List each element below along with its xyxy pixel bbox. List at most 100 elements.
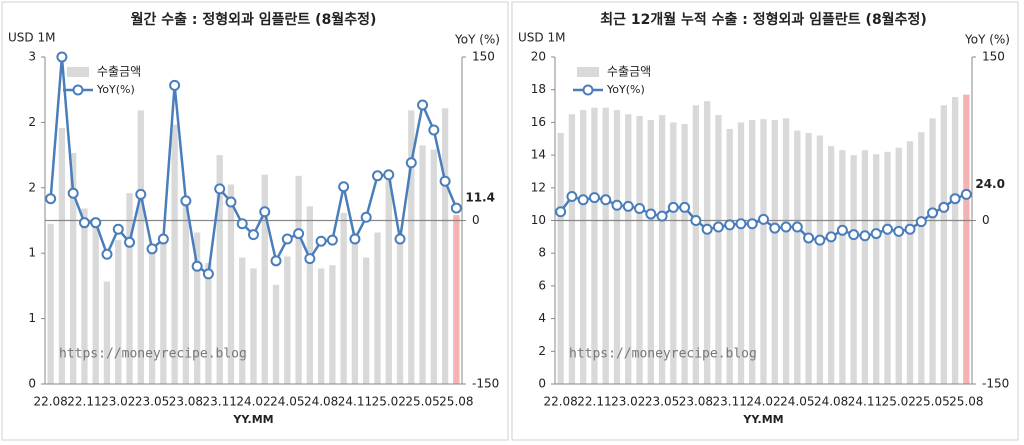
line-marker <box>450 202 462 214</box>
bar <box>557 133 564 384</box>
bar <box>295 175 302 384</box>
line-marker <box>949 193 961 205</box>
bar <box>726 128 733 384</box>
y2-tick-label: -150 <box>982 377 1009 391</box>
bar <box>703 101 711 385</box>
line-marker <box>78 217 90 229</box>
bar <box>591 107 598 384</box>
line-marker <box>417 99 429 111</box>
line-marker <box>566 191 578 203</box>
bar <box>419 145 426 384</box>
line-marker <box>202 268 214 280</box>
line-marker <box>622 200 634 212</box>
y-tick-label: 8 <box>538 246 546 260</box>
y2-tick-label: 150 <box>472 50 495 64</box>
y-tick-label: 6 <box>538 278 546 292</box>
line-marker <box>690 215 702 226</box>
bar <box>81 208 88 384</box>
bar <box>805 133 812 384</box>
x-tick-label: 23.02 <box>101 395 135 409</box>
line-marker <box>146 243 158 255</box>
line-marker <box>225 196 237 208</box>
line-marker <box>814 234 826 246</box>
bar <box>453 215 460 384</box>
x-tick-label: 23.08 <box>679 395 713 409</box>
line-marker <box>927 207 939 219</box>
bar <box>92 221 99 384</box>
y-tick-label: 14 <box>531 148 546 162</box>
line-marker <box>904 223 916 235</box>
bar <box>670 122 677 385</box>
bar <box>568 114 576 384</box>
legend-label: YoY(%) <box>606 83 645 96</box>
line-marker <box>577 194 589 206</box>
y-tick-label: 20 <box>531 50 546 64</box>
x-tick-label: 24.05 <box>270 395 304 409</box>
bar <box>363 257 370 384</box>
line-marker <box>405 157 417 169</box>
line-marker <box>124 236 136 248</box>
line-marker <box>600 194 612 206</box>
bar <box>340 212 347 384</box>
x-tick-label: 24.02 <box>746 395 780 409</box>
x-tick-label: 25.08 <box>439 395 473 409</box>
bar <box>70 152 77 384</box>
bar <box>760 119 767 384</box>
line-marker <box>791 221 803 233</box>
line-marker <box>588 192 600 204</box>
bar <box>737 122 745 385</box>
bar <box>284 256 291 384</box>
line-marker <box>803 232 815 244</box>
line-marker <box>555 206 567 218</box>
bar <box>963 94 970 384</box>
bar <box>906 141 914 384</box>
line-marker <box>180 195 192 207</box>
line-marker <box>67 187 79 199</box>
watermark: https://moneyrecipe.blog <box>569 347 757 362</box>
line-marker <box>90 217 102 229</box>
line-marker <box>349 233 361 245</box>
line-marker <box>780 221 792 233</box>
line-marker <box>893 225 905 237</box>
x-tick-label: 23.02 <box>611 395 645 409</box>
y-tick-label: 12 <box>531 180 546 194</box>
bar <box>771 119 778 384</box>
bar <box>715 115 722 384</box>
line-marker <box>611 199 623 211</box>
bar <box>692 105 700 385</box>
x-tick-label: 24.11 <box>338 395 372 409</box>
bar <box>216 155 223 384</box>
x-tick-label: 25.08 <box>949 395 983 409</box>
bar <box>148 247 156 384</box>
line-marker <box>191 260 203 272</box>
y2-axis-label: YoY (%) <box>964 33 1010 47</box>
bar <box>193 232 201 384</box>
x-tick-label: 23.08 <box>169 395 203 409</box>
x-axis-label: YY.MM <box>232 413 273 426</box>
line-marker <box>645 208 657 220</box>
bar <box>816 135 824 384</box>
y-tick-label: 16 <box>531 115 546 129</box>
bar <box>647 119 654 384</box>
bar <box>658 115 666 384</box>
line-marker <box>428 124 440 136</box>
line-marker <box>848 229 860 241</box>
line-marker <box>157 233 169 245</box>
line-marker <box>938 201 950 213</box>
bar <box>839 150 846 384</box>
y-tick-label: 18 <box>531 82 546 96</box>
bar <box>329 265 336 384</box>
bar <box>895 147 902 384</box>
bar <box>613 110 621 384</box>
line-marker <box>45 193 57 205</box>
line-marker <box>112 223 124 235</box>
chart-title: 월간 수출 : 정형외과 임플란트 (8월추정) <box>131 11 377 28</box>
y2-tick-label: 150 <box>982 50 1005 64</box>
line-marker <box>135 188 147 200</box>
line-marker <box>281 233 293 245</box>
bar <box>374 232 381 384</box>
line-marker <box>338 181 350 193</box>
line-marker <box>859 230 871 242</box>
line-marker <box>915 216 927 228</box>
line-marker <box>712 221 724 233</box>
